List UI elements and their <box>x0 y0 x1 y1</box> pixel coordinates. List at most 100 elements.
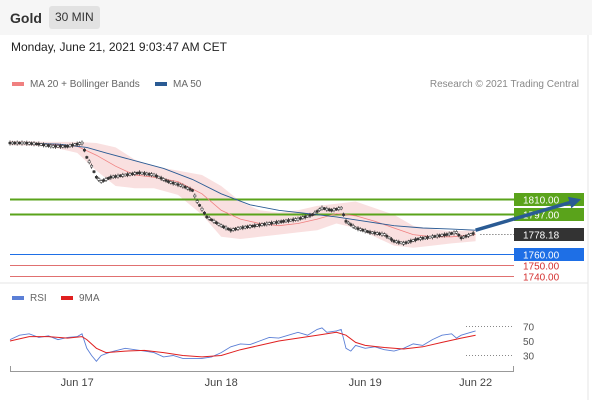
series-ma-50 <box>9 142 476 231</box>
price-candle <box>279 220 283 223</box>
price-candle <box>325 208 329 211</box>
price-candle <box>435 234 439 238</box>
price-candle <box>97 178 101 181</box>
price-candle <box>339 206 343 210</box>
price-candle <box>332 208 336 211</box>
price-candle <box>354 226 358 230</box>
price-candle <box>236 227 240 230</box>
support-label: 1750.00 <box>523 262 560 273</box>
price-candle <box>44 144 48 147</box>
price-candle <box>442 233 446 237</box>
price-candle <box>37 142 41 146</box>
price-candle <box>231 228 235 231</box>
price-candle <box>58 145 62 148</box>
price-candle <box>49 144 53 148</box>
price-candle <box>447 232 451 236</box>
price-candle <box>238 226 242 230</box>
x-tick-label: Jun 22 <box>459 377 492 389</box>
timeframe-badge[interactable]: 30 MIN <box>49 6 100 29</box>
legend-9ma-label: 9MA <box>79 293 100 304</box>
price-candle <box>370 231 374 234</box>
price-candle <box>368 231 372 234</box>
price-candle <box>394 240 398 243</box>
price-candle <box>8 141 12 145</box>
price-candle <box>243 226 247 229</box>
price-candle <box>469 233 473 236</box>
legend-9ma-swatch <box>61 296 73 301</box>
price-candle <box>15 141 19 145</box>
price-candle <box>174 182 178 185</box>
price-candle <box>274 221 278 224</box>
price-candle <box>409 240 413 243</box>
price-candle <box>322 207 326 210</box>
price-candle <box>109 176 113 179</box>
resistance-label: 1810.00 <box>523 196 560 207</box>
price-candle <box>217 223 221 226</box>
projection-arrow-shaft <box>475 200 574 232</box>
price-candle <box>183 186 187 189</box>
price-candle <box>241 226 245 229</box>
price-candle <box>462 235 466 239</box>
price-candle <box>315 210 319 213</box>
price-candle <box>404 241 408 244</box>
price-candle <box>423 236 427 240</box>
price-candle <box>234 227 238 231</box>
price-candle <box>186 187 190 190</box>
price-candle <box>94 176 98 179</box>
price-candle <box>284 219 288 223</box>
price-candle <box>176 183 180 186</box>
price-candle <box>438 234 442 237</box>
price-candle <box>342 213 346 216</box>
price-candle <box>205 215 209 219</box>
price-candle <box>202 211 206 215</box>
price-candle <box>210 218 214 221</box>
legend-ma20: MA 20 + Bollinger Bands <box>12 79 140 90</box>
price-candle <box>188 188 192 191</box>
price-candle <box>130 172 134 176</box>
price-candle <box>82 149 86 152</box>
price-candle <box>90 165 94 168</box>
price-candle <box>85 156 89 159</box>
price-candle <box>54 145 58 148</box>
price-candle <box>294 218 298 221</box>
last-price-label: 1778.18 <box>523 231 560 242</box>
price-candle <box>260 223 264 226</box>
price-candle <box>248 225 252 228</box>
price-candle <box>411 239 415 242</box>
price-candle <box>382 233 386 236</box>
price-candle <box>200 208 204 211</box>
price-candle <box>298 217 302 220</box>
price-candle <box>270 222 274 225</box>
price-candle <box>416 237 420 241</box>
price-candle <box>466 234 470 237</box>
price-candle <box>303 215 307 219</box>
price-candle <box>414 238 418 241</box>
symbol-title: Gold <box>10 10 42 26</box>
price-candle <box>164 179 168 182</box>
price-candle <box>171 181 175 185</box>
price-candle <box>114 175 118 178</box>
legend-ma20-label: MA 20 + Bollinger Bands <box>30 79 140 90</box>
price-candle <box>426 236 430 239</box>
price-candle <box>166 180 170 183</box>
price-candle <box>32 142 36 145</box>
price-candle <box>207 217 211 220</box>
price-candle <box>471 232 475 235</box>
price-candle <box>334 208 338 211</box>
price-candle <box>358 228 362 231</box>
price-candle <box>142 172 146 175</box>
price-candle <box>375 232 379 235</box>
resistance-label: 1797.00 <box>523 211 560 222</box>
price-candle <box>13 141 17 145</box>
price-candle <box>56 145 60 148</box>
rsi-tick-label: 50 <box>523 337 535 348</box>
price-candle <box>253 224 257 227</box>
price-candle <box>402 242 406 245</box>
x-tick-label: Jun 18 <box>205 377 238 389</box>
price-candle <box>126 173 130 176</box>
price-candle <box>147 173 151 176</box>
credit-text: Research © 2021 Trading Central <box>429 79 579 90</box>
datetime-label: Monday, June 21, 2021 9:03:47 AM CET <box>11 40 227 54</box>
price-candle <box>75 142 79 146</box>
